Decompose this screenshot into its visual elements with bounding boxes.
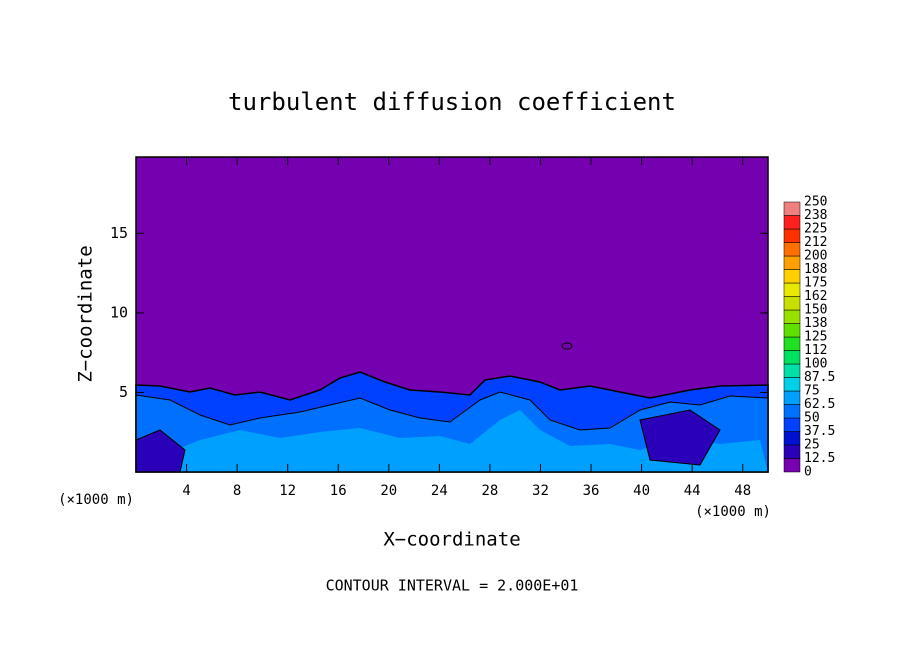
colorbar-label: 150: [804, 303, 827, 318]
x-tick-label: 20: [380, 483, 397, 499]
colorbar-segment: [783, 215, 801, 230]
colorbar-segment: [783, 323, 801, 338]
colorbar-label: 0: [804, 465, 812, 480]
colorbar-segment: [783, 404, 801, 419]
colorbar-label: 238: [804, 208, 827, 223]
y-tick-label: 5: [119, 383, 128, 401]
unit-label: (×1000 m): [695, 504, 771, 520]
colorbar-label: 100: [804, 357, 827, 372]
colorbar-segment: [783, 269, 801, 284]
colorbar-label: 200: [804, 249, 827, 264]
colorbar-segment: [783, 390, 801, 405]
y-tick-label: 10: [110, 303, 128, 321]
x-tick-label: 12: [279, 483, 296, 499]
x-tick-label: 28: [481, 483, 498, 499]
chart-title: turbulent diffusion coefficient: [228, 88, 676, 116]
x-tick-label: 32: [532, 483, 549, 499]
x-tick-label: 8: [233, 483, 241, 499]
colorbar-segment: [783, 350, 801, 365]
colorbar-segment: [783, 282, 801, 297]
colorbar-label: 175: [804, 276, 827, 291]
colorbar-segment: [783, 458, 801, 473]
x-axis-label: X−coordinate: [383, 529, 520, 551]
colorbar-label: 25: [804, 438, 820, 453]
x-tick-label: 40: [633, 483, 650, 499]
colorbar-label: 125: [804, 330, 827, 345]
colorbar-segment: [783, 201, 801, 216]
colorbar-label: 188: [804, 262, 827, 277]
colorbar-segment: [783, 336, 801, 351]
colorbar-segment: [783, 417, 801, 432]
colorbar-segment: [783, 444, 801, 459]
x-tick-label: 16: [330, 483, 347, 499]
x-tick-label: 4: [182, 483, 190, 499]
colorbar-label: 112: [804, 343, 827, 358]
y-tick-label: 15: [110, 224, 128, 242]
colorbar-label: 37.5: [804, 424, 835, 439]
field: [135, 157, 769, 473]
colorbar-label: 50: [804, 411, 820, 426]
colorbar-label: 162: [804, 289, 827, 304]
colorbar-segment: [783, 296, 801, 311]
colorbar-segment: [783, 377, 801, 392]
colorbar-segment: [783, 363, 801, 378]
x-tick-label: 44: [684, 483, 701, 499]
colorbar-label: 138: [804, 316, 827, 331]
colorbar-label: 75: [804, 384, 820, 399]
colorbar-label: 250: [804, 195, 827, 210]
colorbar-segment: [783, 309, 801, 324]
colorbar-label: 225: [804, 222, 827, 237]
y-axis-label: Z−coordinate: [75, 245, 97, 382]
field-contour: [561, 342, 573, 350]
colorbar-segment: [783, 431, 801, 446]
colorbar-label: 62.5: [804, 397, 835, 412]
colorbar-label: 87.5: [804, 370, 835, 385]
field-region: [136, 410, 768, 472]
colorbar-label: 212: [804, 235, 827, 250]
unit-label: (×1000 m): [58, 492, 134, 508]
x-tick-label: 36: [583, 483, 600, 499]
x-tick-label: 24: [431, 483, 448, 499]
colorbar-segment: [783, 242, 801, 257]
x-tick-label: 48: [734, 483, 751, 499]
colorbar-segment: [783, 255, 801, 270]
colorbar-segment: [783, 228, 801, 243]
footnote: CONTOUR INTERVAL = 2.000E+01: [326, 577, 579, 595]
colorbar-label: 12.5: [804, 451, 835, 466]
plot-frame: [135, 156, 769, 473]
